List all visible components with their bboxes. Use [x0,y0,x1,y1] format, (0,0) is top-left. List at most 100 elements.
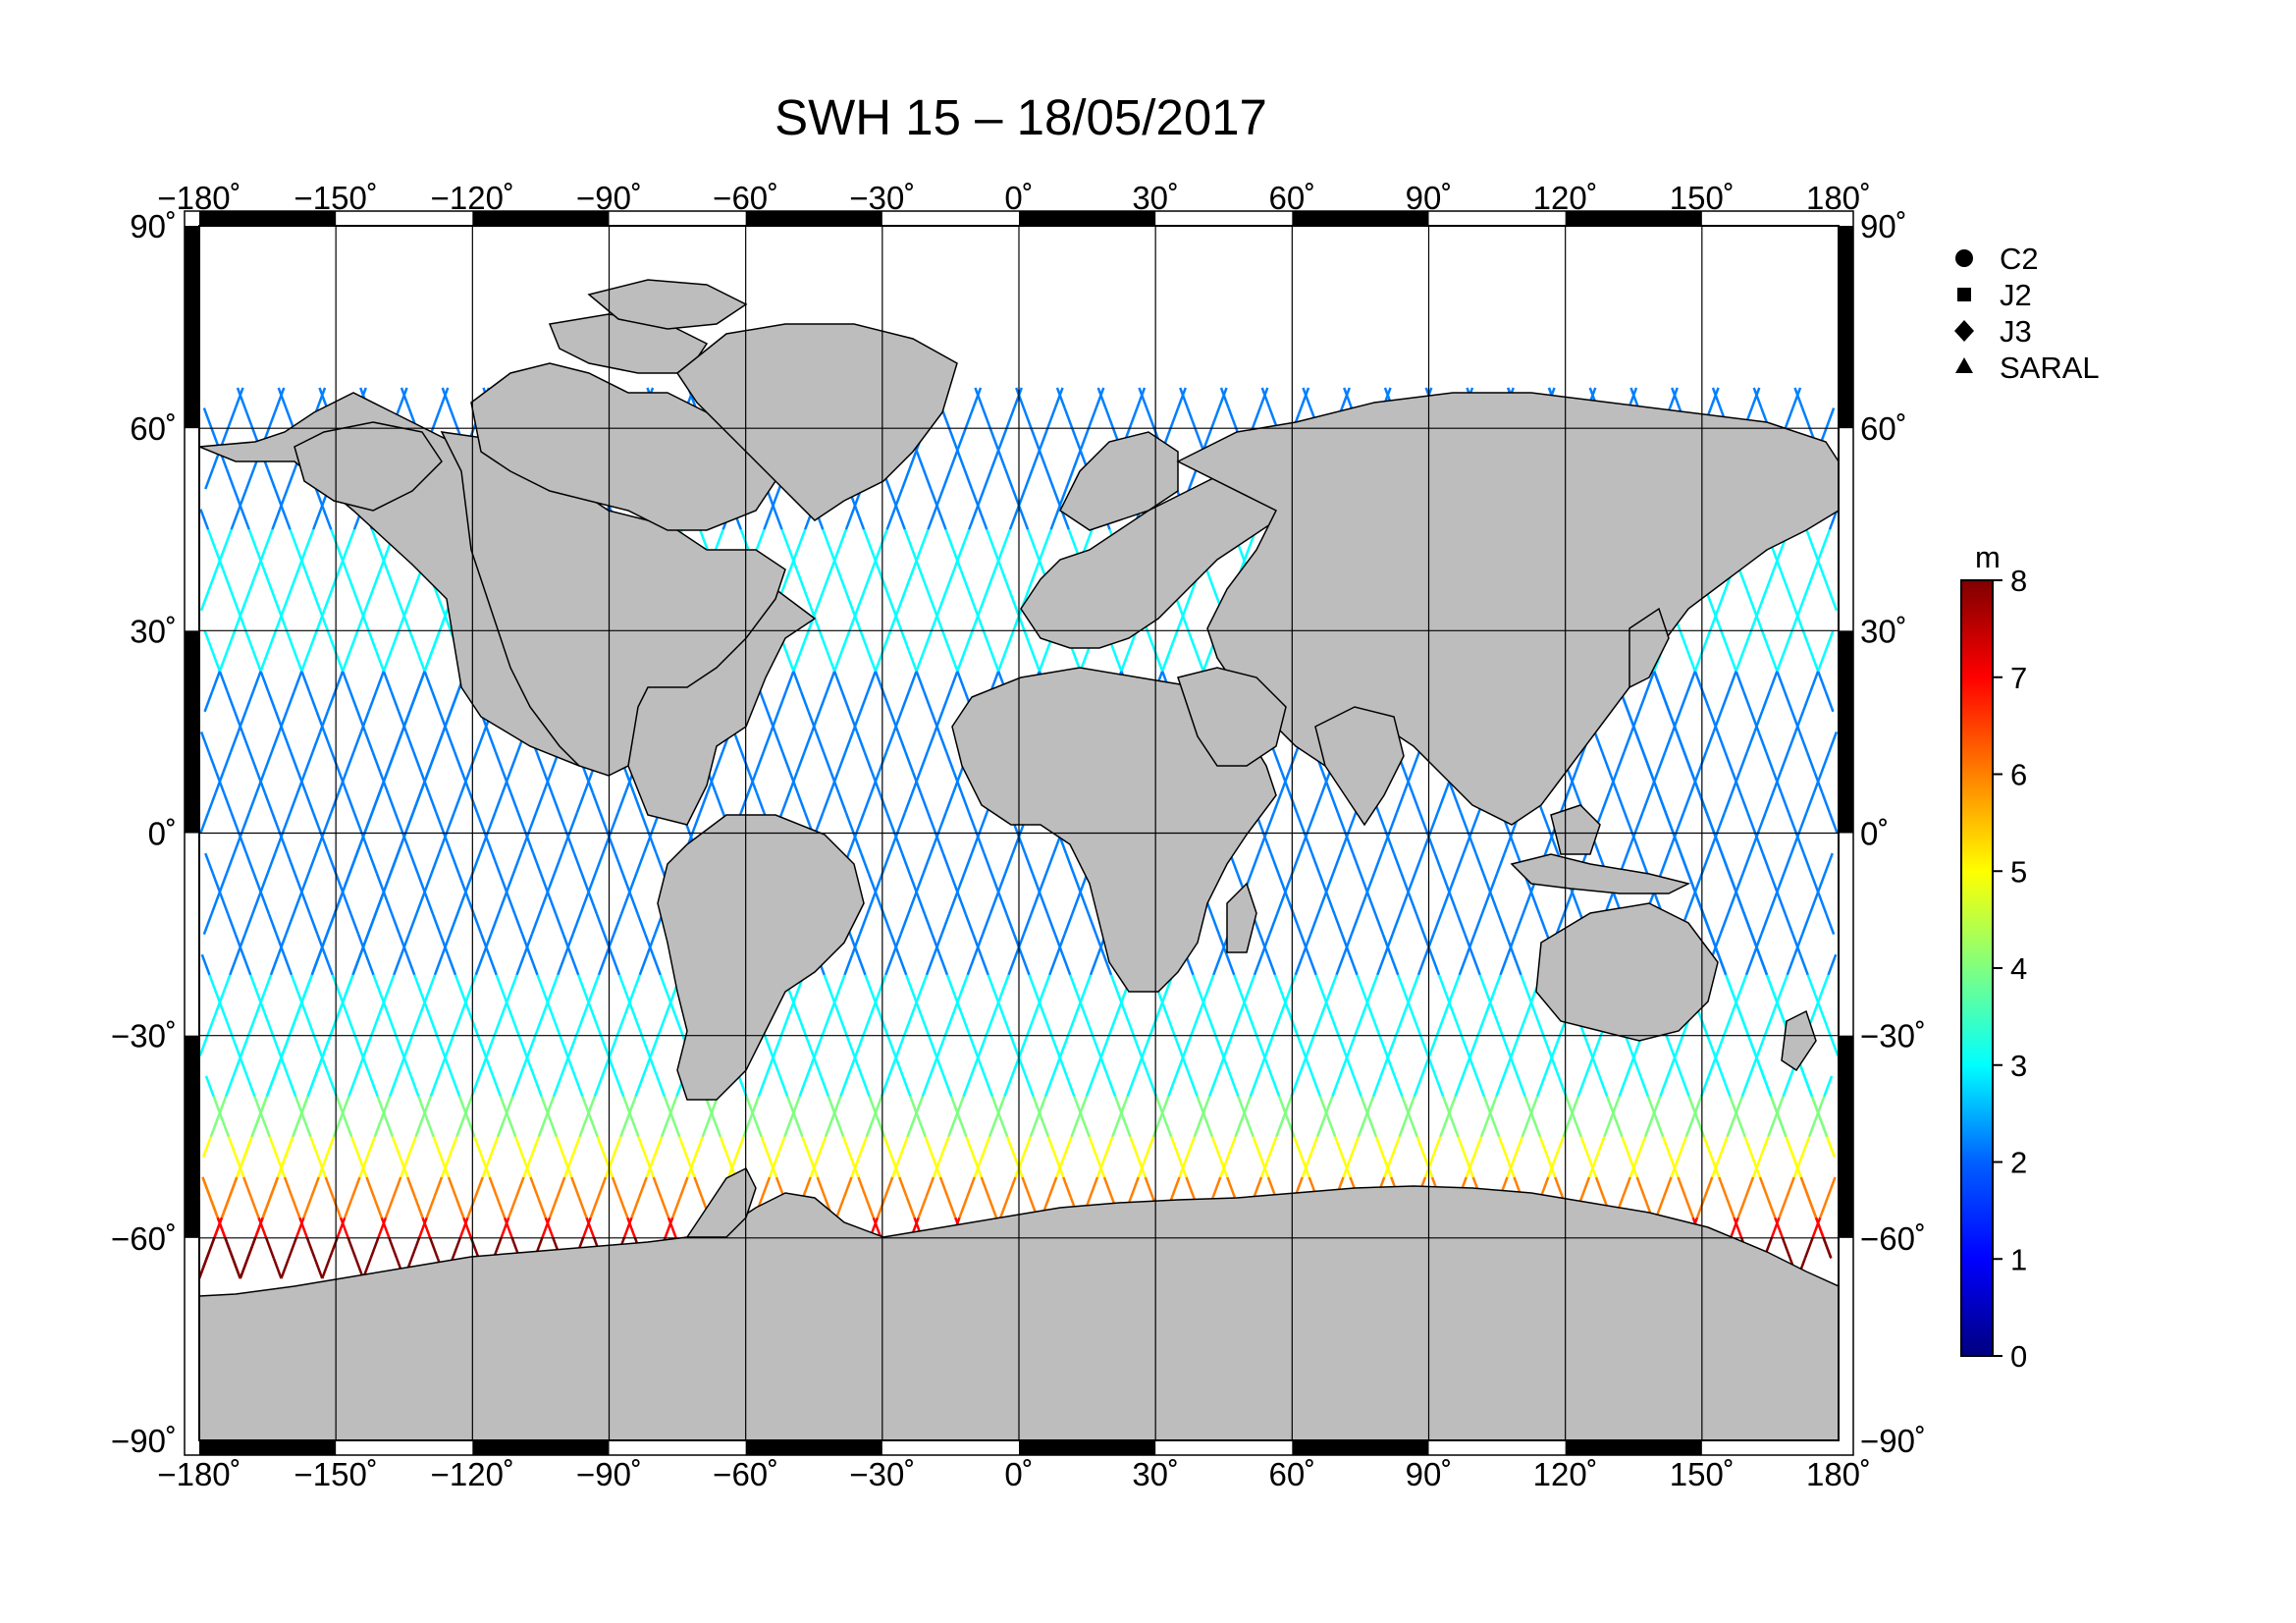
satellite-track-segment [635,852,646,875]
satellite-track-segment [516,812,527,834]
satellite-track-segment [201,1176,212,1199]
satellite-track-segment [907,650,918,673]
satellite-track-segment [384,1115,395,1138]
satellite-track-segment [1737,569,1748,591]
satellite-track-segment [1389,953,1400,976]
satellite-track-segment [1004,629,1015,652]
satellite-track-segment [318,387,329,408]
satellite-track-segment [1012,934,1023,955]
satellite-track-segment [1219,387,1230,408]
satellite-track-segment [1452,791,1463,814]
x-tick-label: 90˚ [1406,180,1453,216]
satellite-track-segment [500,1217,510,1239]
satellite-track-segment [1576,1075,1587,1097]
satellite-track-segment [1218,1156,1229,1178]
satellite-track-segment [303,569,314,591]
satellite-track-segment [526,1035,537,1056]
satellite-track-segment [267,690,278,713]
satellite-track-segment [597,953,608,976]
satellite-track-segment [1359,873,1369,894]
satellite-track-segment [1250,852,1260,875]
satellite-track-segment [1104,407,1115,429]
satellite-track-segment [1185,1176,1196,1199]
satellite-track-segment [532,852,543,875]
satellite-track-segment [565,833,576,854]
x-tick-label: 60˚ [1268,1456,1315,1492]
satellite-track-segment [869,994,880,1016]
satellite-track-segment [321,1035,332,1056]
satellite-track-segment [410,1237,421,1259]
satellite-track-segment [1798,953,1809,976]
satellite-track-segment [1819,974,1830,996]
satellite-track-segment [1182,1035,1193,1056]
satellite-track-segment [484,1055,495,1077]
satellite-track-segment [646,934,657,955]
satellite-track-segment [204,1075,215,1097]
satellite-track-segment [1735,671,1745,692]
satellite-track-segment [1673,1055,1683,1077]
satellite-track-segment [799,690,810,713]
satellite-track-segment [1294,953,1305,976]
satellite-track-segment [1230,1014,1241,1037]
satellite-track-segment [1675,730,1685,753]
satellite-track-segment [1493,1014,1504,1037]
satellite-track-segment [792,671,803,692]
satellite-track-segment [1637,690,1648,713]
satellite-track-segment [214,772,225,793]
satellite-track-segment [462,1217,473,1239]
satellite-track-segment [1376,953,1387,976]
satellite-track-segment [975,833,986,854]
x-tick-label: −60˚ [713,180,778,216]
satellite-track-segment [1400,873,1411,894]
satellite-track-segment [457,873,468,894]
satellite-track-segment [1352,1075,1362,1097]
satellite-track-segment [615,1014,626,1037]
satellite-track-segment [1262,1055,1273,1077]
y-tick-label: −60˚ [1860,1220,1926,1257]
satellite-track-segment [594,852,605,875]
satellite-track-segment [1329,1014,1340,1037]
satellite-track-segment [1158,994,1169,1016]
satellite-track-segment [295,994,306,1016]
satellite-track-segment [1750,934,1761,955]
satellite-track-segment [1791,934,1802,955]
satellite-track-segment [752,1115,763,1138]
satellite-track-segment [507,974,518,996]
satellite-track-segment [1076,994,1087,1016]
satellite-track-segment [227,913,238,936]
satellite-track-segment [878,528,888,551]
satellite-track-segment [1504,934,1515,955]
satellite-track-segment [1410,751,1420,774]
satellite-track-segment [412,751,423,774]
satellite-track-segment [326,629,337,652]
satellite-track-segment [940,690,951,713]
satellite-track-segment [1431,1136,1442,1158]
satellite-track-segment [511,1075,522,1097]
x-tick-label: −120˚ [431,1456,514,1492]
satellite-track-segment [507,1197,518,1218]
satellite-track-segment [376,1096,387,1117]
satellite-track-segment [263,791,274,814]
satellite-track-segment [820,1075,830,1097]
satellite-track-segment [1145,1136,1155,1158]
satellite-track-segment [200,953,211,976]
satellite-track-segment [1530,893,1541,915]
satellite-track-segment [1680,1075,1690,1097]
legend-marker-diamond [1954,320,1974,342]
satellite-track-segment [1790,610,1801,631]
satellite-track-segment [1399,893,1410,915]
satellite-track-segment [617,974,628,996]
satellite-track-segment [1300,934,1310,955]
satellite-track-segment [445,1035,455,1056]
y-tick-label: 0˚ [1860,816,1889,852]
satellite-track-segment [202,913,213,936]
satellite-track-segment [883,1176,894,1199]
satellite-track-segment [941,852,952,875]
satellite-track-segment [323,589,334,612]
satellite-track-segment [815,730,826,753]
satellite-track-segment [1582,1035,1593,1056]
satellite-track-segment [1680,852,1690,875]
satellite-track-segment [918,569,929,591]
satellite-track-segment [955,448,966,469]
satellite-track-segment [712,1115,722,1138]
